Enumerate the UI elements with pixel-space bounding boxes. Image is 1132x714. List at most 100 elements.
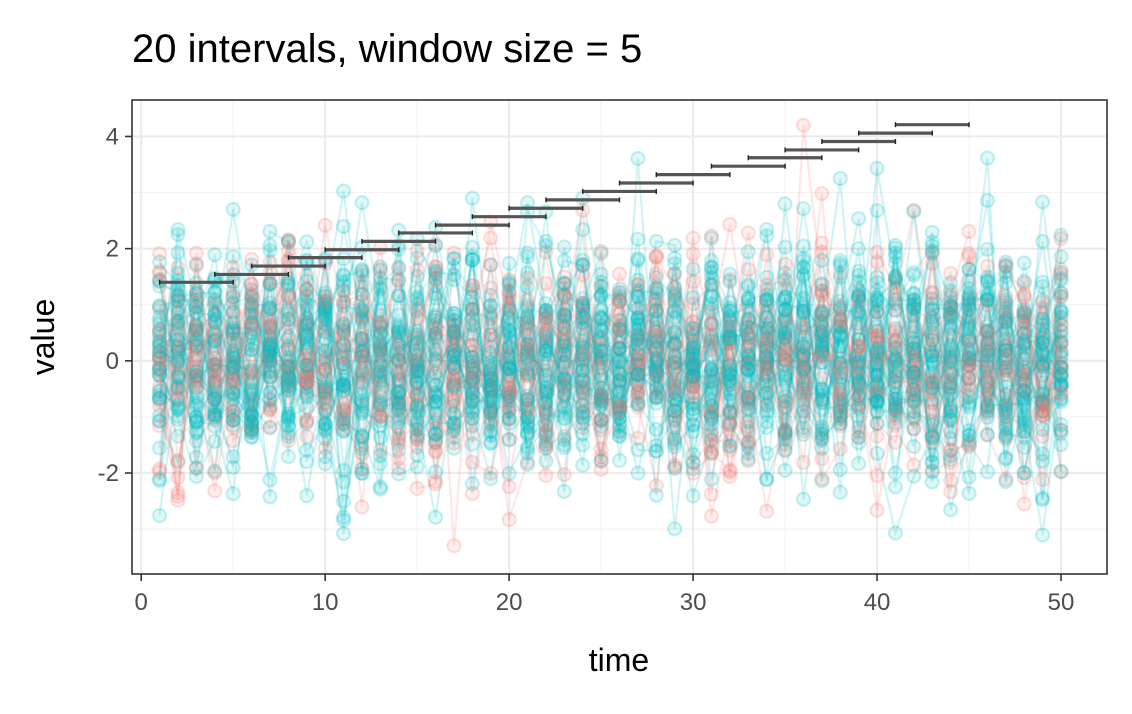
series-point <box>998 401 1014 417</box>
series-point <box>427 329 444 345</box>
series-point <box>685 455 701 471</box>
series-point <box>611 418 628 434</box>
series-point <box>483 424 499 440</box>
series-point <box>685 327 701 344</box>
minor-gridlines <box>132 100 1107 574</box>
series-point <box>630 430 646 446</box>
series-point <box>1016 496 1032 512</box>
series-point <box>280 408 296 424</box>
series <box>151 185 1069 515</box>
series-point <box>1035 394 1051 411</box>
series-point <box>207 418 223 434</box>
series-point <box>722 363 738 380</box>
series-point <box>335 379 352 395</box>
series-point <box>795 268 812 284</box>
series-point <box>795 339 812 355</box>
series-point <box>409 388 425 404</box>
series-point <box>575 415 591 432</box>
series <box>151 222 1069 525</box>
series-point <box>575 426 591 442</box>
series-point <box>151 324 168 340</box>
series-point <box>151 360 168 377</box>
series-point <box>243 282 260 298</box>
series-line <box>158 200 1063 521</box>
series-point <box>501 302 517 318</box>
series-point <box>703 287 720 303</box>
series-point <box>262 349 278 365</box>
series-point <box>317 448 333 465</box>
series-point <box>243 321 260 337</box>
series-point <box>243 421 260 438</box>
series-point <box>703 277 720 293</box>
series-point <box>777 351 793 368</box>
series-point <box>722 300 738 316</box>
series-point <box>299 310 315 326</box>
series-point <box>611 266 628 282</box>
series-point <box>519 270 536 286</box>
series-point <box>961 344 977 360</box>
series-point <box>151 333 168 350</box>
series-point <box>188 425 204 441</box>
series-point <box>207 247 223 263</box>
y-axis: -2 0 2 4 <box>98 123 132 487</box>
series-point <box>409 355 425 371</box>
series-point <box>703 259 720 276</box>
series-point <box>685 488 701 504</box>
series-point <box>814 395 830 411</box>
series-point <box>998 300 1014 316</box>
series-point <box>703 400 720 416</box>
series-point <box>556 374 572 390</box>
series-point <box>851 388 867 405</box>
series-point <box>483 362 499 379</box>
series-point <box>593 386 609 402</box>
series-point <box>832 405 848 421</box>
series-point <box>170 484 186 501</box>
series-point <box>722 216 738 233</box>
series-line <box>158 259 1062 494</box>
series-point <box>759 350 775 366</box>
series-point <box>391 466 407 482</box>
series-point <box>961 308 977 324</box>
series-point <box>243 408 260 424</box>
series-point <box>372 302 388 319</box>
series-point <box>759 405 775 422</box>
series-point <box>851 435 867 451</box>
series-point <box>188 245 204 261</box>
series-point <box>869 160 885 176</box>
series-point <box>501 403 517 420</box>
series-point <box>887 465 904 481</box>
series-point <box>869 323 885 340</box>
series-point <box>446 322 462 339</box>
series-point <box>1016 333 1032 349</box>
series-point <box>722 310 738 326</box>
series-point <box>593 245 609 261</box>
series-point <box>299 342 315 358</box>
series-point <box>575 379 591 396</box>
series-point <box>722 273 738 290</box>
series-point <box>869 502 885 518</box>
y-axis-label: value <box>25 299 61 376</box>
series-point <box>335 383 352 399</box>
series-point <box>998 386 1014 403</box>
series-line <box>158 218 1062 451</box>
series-point <box>335 356 352 372</box>
series-point <box>538 363 554 379</box>
series-point <box>299 442 315 458</box>
series-point <box>280 358 296 375</box>
series-point <box>225 485 241 502</box>
series-point <box>906 330 922 346</box>
series-point <box>961 357 977 373</box>
series-point <box>869 319 885 335</box>
series-point <box>225 259 241 275</box>
series-point <box>556 346 572 362</box>
series-point <box>795 454 812 471</box>
series-point <box>795 282 812 298</box>
series-point <box>446 251 462 267</box>
series-point <box>280 329 296 345</box>
series-point <box>280 232 296 248</box>
series-point <box>225 325 241 341</box>
series-point <box>906 357 922 373</box>
series-point <box>667 302 683 319</box>
series-point <box>943 443 959 459</box>
series-point <box>869 367 885 383</box>
